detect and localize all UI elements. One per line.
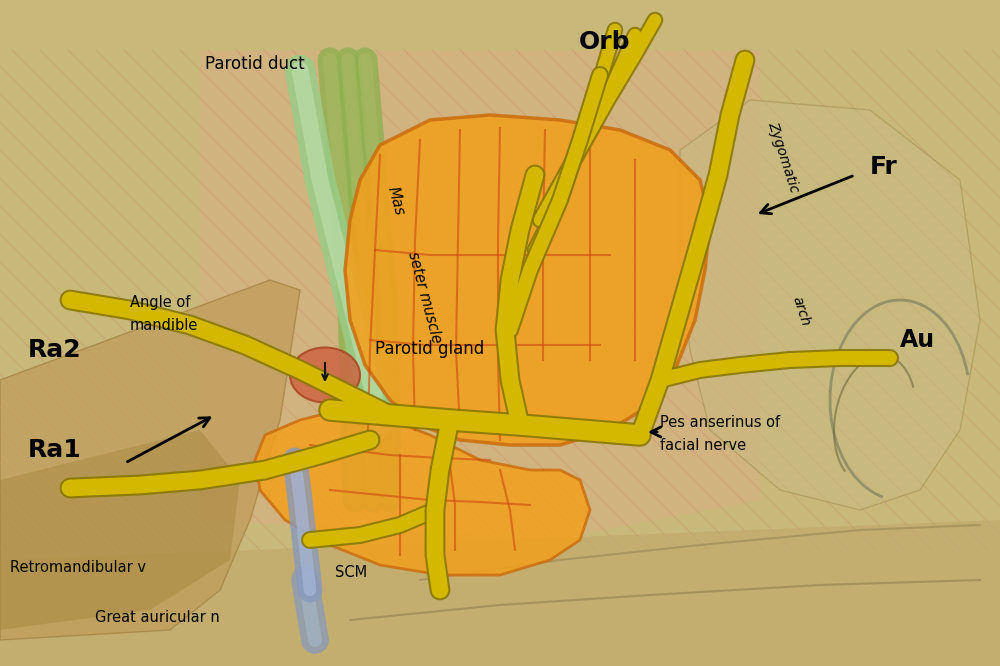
Text: Zygomatic: Zygomatic [765,120,801,194]
Text: Angle of: Angle of [130,295,190,310]
Text: Retromandibular v: Retromandibular v [10,560,146,575]
Text: arch: arch [790,295,813,328]
Text: Parotid gland: Parotid gland [375,340,485,358]
Ellipse shape [290,348,360,402]
Text: Ra1: Ra1 [28,438,82,462]
Text: seter muscle: seter muscle [405,250,444,345]
Text: Great auricular n: Great auricular n [95,610,220,625]
Text: Mas: Mas [385,185,407,217]
Text: SCM: SCM [335,565,367,580]
Text: Parotid duct: Parotid duct [205,55,305,73]
Polygon shape [0,280,300,640]
Polygon shape [200,50,760,540]
Text: Orb: Orb [579,30,631,54]
Polygon shape [345,115,710,445]
Polygon shape [680,100,980,510]
Text: mandible: mandible [130,318,198,333]
Text: Pes anserinus of: Pes anserinus of [660,415,780,430]
Polygon shape [255,410,590,575]
Polygon shape [0,520,1000,666]
Text: Au: Au [900,328,935,352]
Polygon shape [0,430,240,630]
Text: Fr: Fr [870,155,898,179]
Text: facial nerve: facial nerve [660,438,746,453]
Text: Ra2: Ra2 [28,338,82,362]
